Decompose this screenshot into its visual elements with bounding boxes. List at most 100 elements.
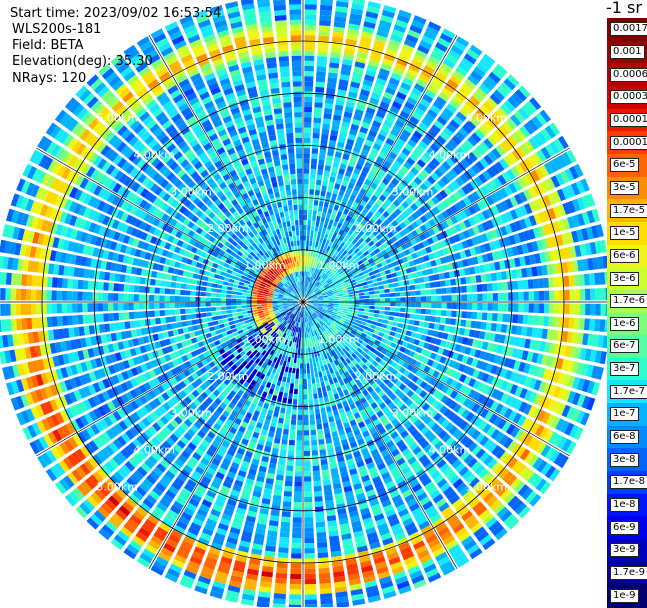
ppi-cell: [1, 319, 7, 331]
ppi-cell: [297, 435, 303, 440]
ppi-cell: [276, 568, 287, 574]
ppi-cell: [300, 328, 302, 333]
ppi-cell: [292, 528, 301, 533]
ppi-cell: [280, 532, 290, 538]
ppi-cell: [306, 348, 308, 353]
ppi-cell: [315, 409, 320, 415]
ppi-cell: [201, 292, 206, 296]
ppi-cell: [565, 304, 570, 315]
ppi-cell: [316, 377, 320, 383]
ppi-cell: [300, 369, 303, 374]
ppi-cell: [274, 593, 286, 599]
ppi-cell: [311, 440, 317, 446]
ppi-cell: [195, 291, 200, 296]
ppi-cell: [375, 326, 381, 331]
ppi-cell: [252, 294, 257, 297]
ppi-cell: [276, 573, 287, 579]
ppi-cell: [10, 304, 15, 316]
ppi-cell: [283, 429, 289, 435]
ppi-cell: [371, 321, 377, 325]
ppi-cell: [242, 293, 247, 296]
ppi-cell: [313, 388, 317, 394]
ppi-cell: [305, 589, 317, 594]
ppi-cell: [108, 283, 114, 291]
ppi-cell: [202, 318, 208, 323]
ppi-cell: [195, 297, 200, 301]
ppi-cell: [377, 318, 383, 322]
ppi-cell: [594, 319, 600, 331]
ppi-cell: [316, 382, 320, 388]
ppi-cell: [31, 275, 37, 286]
ppi-cell: [426, 303, 431, 308]
ppi-cell: [304, 543, 314, 548]
ppi-cell: [543, 316, 549, 326]
ppi-cell: [288, 398, 293, 404]
ppi-cell: [289, 440, 295, 446]
ppi-cell: [113, 283, 119, 291]
ppi-cell: [319, 398, 324, 404]
ppi-cell: [296, 363, 299, 368]
ppi-cell: [289, 435, 295, 441]
ppi-cell: [349, 307, 354, 310]
ppi-cell: [305, 574, 316, 579]
ppi-cell: [46, 290, 51, 300]
ppi-cell: [315, 414, 320, 420]
ppi-cell: [476, 321, 482, 329]
ppi-cell: [119, 274, 125, 282]
ppi-cell: [234, 280, 240, 284]
ppi-cell: [285, 414, 290, 420]
ppi-cell: [436, 303, 441, 309]
ppi-cell: [236, 295, 241, 298]
ppi-cell: [195, 308, 200, 313]
ppi-cell: [491, 323, 497, 331]
ppi-cell: [190, 297, 195, 302]
ppi-cell: [214, 274, 220, 279]
ppi-cell: [461, 311, 467, 318]
ppi-cell: [223, 281, 229, 285]
ppi-cell: [376, 322, 382, 327]
ppi-cell: [282, 376, 286, 382]
ppi-cell: [221, 290, 227, 294]
ppi-cell: [197, 319, 203, 324]
ppi-cell: [276, 401, 281, 407]
ppi-cell: [303, 369, 306, 374]
ppi-cell: [294, 487, 302, 492]
ppi-cell: [363, 312, 369, 315]
ppi-cell: [365, 302, 370, 305]
ppi-cell: [451, 311, 457, 317]
ppi-cell: [5, 304, 10, 316]
ppi-cell: [304, 466, 311, 471]
ppi-cell: [424, 322, 430, 328]
ppi-cell: [320, 598, 332, 604]
ppi-cell: [225, 273, 231, 278]
ppi-cell: [171, 323, 177, 329]
ppi-cell: [279, 413, 285, 419]
ppi-cell: [226, 290, 231, 294]
ppi-cell: [224, 322, 230, 327]
ppi-cell: [16, 304, 21, 316]
ppi-cell: [322, 475, 330, 481]
ppi-cell: [296, 368, 299, 373]
ppi-cell: [305, 343, 307, 348]
ppi-cell: [232, 313, 238, 317]
ppi-cell: [242, 308, 247, 311]
ppi-cell: [305, 579, 316, 584]
ppi-cell: [124, 275, 130, 283]
ppi-cell: [285, 367, 289, 373]
ppi-cell: [124, 284, 130, 292]
ppi-cell: [278, 547, 288, 553]
ppi-cell: [339, 306, 344, 308]
ppi-cell: [83, 280, 89, 289]
ppi-cell: [574, 318, 580, 329]
ppi-cell: [221, 302, 226, 305]
ppi-cell: [518, 315, 524, 324]
ppi-cell: [287, 357, 291, 363]
ppi-cell: [358, 311, 363, 314]
ppi-cell: [214, 325, 220, 330]
ppi-cell: [394, 312, 400, 316]
ppi-cell: [273, 495, 282, 501]
ppi-cell: [277, 303, 282, 304]
ppi-cell: [186, 320, 192, 326]
ppi-cell: [226, 306, 231, 309]
ppi-cell: [304, 328, 306, 333]
